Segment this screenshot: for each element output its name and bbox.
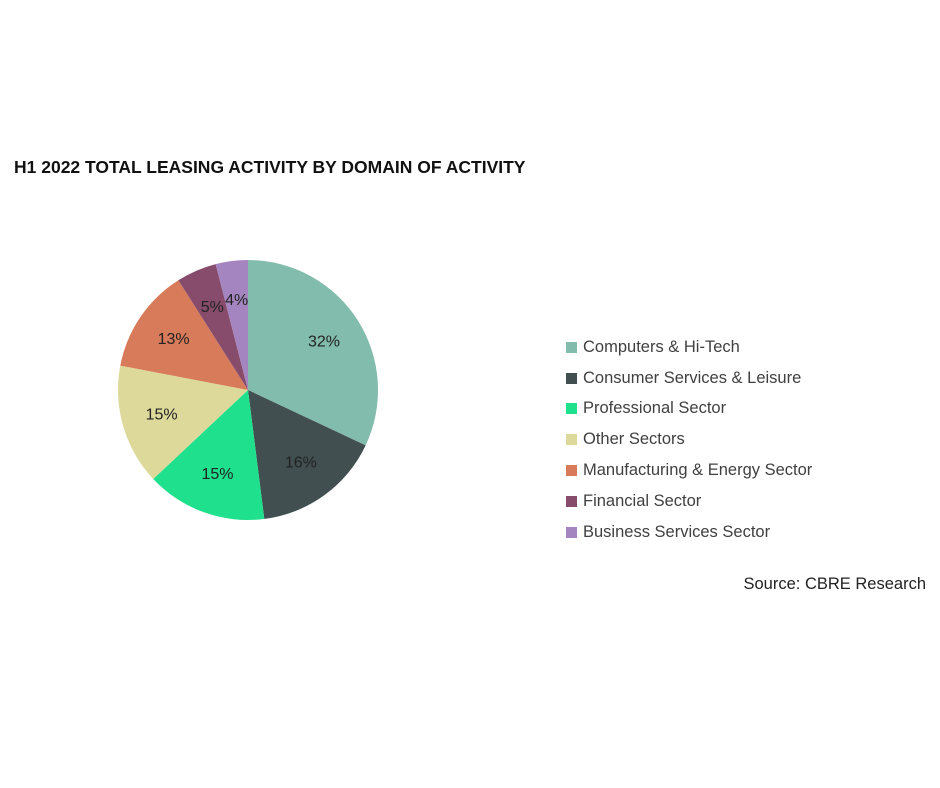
pie-slice-manufacturing-and-energy-sector <box>120 280 248 390</box>
legend-swatch <box>566 403 577 415</box>
pie-slice-business-services-sector <box>215 260 248 390</box>
pie-slice-other-sectors <box>117 365 248 479</box>
pie-slice-professional-sector <box>153 390 265 520</box>
legend-swatch <box>566 341 577 353</box>
slice-label-business-services-sector: 4% <box>225 292 248 309</box>
legend-item-computers-and-hi-tech: Computers & Hi-Tech <box>566 332 812 363</box>
slice-label-professional-sector: 15% <box>201 466 233 483</box>
pie-labels: 32% 16% 15% 15% 13% 5% 4% <box>146 292 340 483</box>
slice-label-financial-sector: 5% <box>201 299 224 316</box>
legend-label: Manufacturing & Energy Sector <box>583 461 813 480</box>
legend-label: Consumer Services & Leisure <box>583 368 802 387</box>
legend-swatch <box>566 434 577 446</box>
pie-slice-consumer-services-and-leisure <box>248 390 366 519</box>
legend-item-manufacturing-and-energy-sector: Manufacturing & Energy Sector <box>566 455 812 486</box>
source-note: Source: CBRE Research <box>743 575 927 593</box>
slice-label-other-sectors: 15% <box>146 407 178 424</box>
legend: Computers & Hi-Tech Consumer Services & L… <box>566 332 812 548</box>
legend-label: Financial Sector <box>583 491 702 510</box>
slice-label-manufacturing-and-energy-sector: 13% <box>158 331 190 348</box>
legend-label: Other Sectors <box>583 430 685 449</box>
legend-swatch <box>566 465 577 477</box>
pie-slice-financial-sector <box>178 264 248 390</box>
legend-label: Business Services Sector <box>583 522 771 541</box>
legend-label: Computers & Hi-Tech <box>583 337 740 356</box>
pie-slice-computers-and-hi-tech <box>248 260 379 446</box>
legend-item-other-sectors: Other Sectors <box>566 424 812 455</box>
slice-label-computers-and-hi-tech: 32% <box>308 333 340 350</box>
legend-item-business-services-sector: Business Services Sector <box>566 517 812 548</box>
pie-slices <box>117 260 379 520</box>
legend-swatch <box>566 526 577 538</box>
legend-item-professional-sector: Professional Sector <box>566 394 812 425</box>
slice-label-consumer-services-and-leisure: 16% <box>285 454 317 471</box>
legend-swatch <box>566 495 577 507</box>
chart-title: H1 2022 TOTAL LEASING ACTIVITY BY DOMAIN… <box>14 157 526 177</box>
legend-swatch <box>566 372 577 384</box>
legend-label: Professional Sector <box>583 399 727 418</box>
legend-item-consumer-services-and-leisure: Consumer Services & Leisure <box>566 363 812 394</box>
legend-item-financial-sector: Financial Sector <box>566 486 812 517</box>
